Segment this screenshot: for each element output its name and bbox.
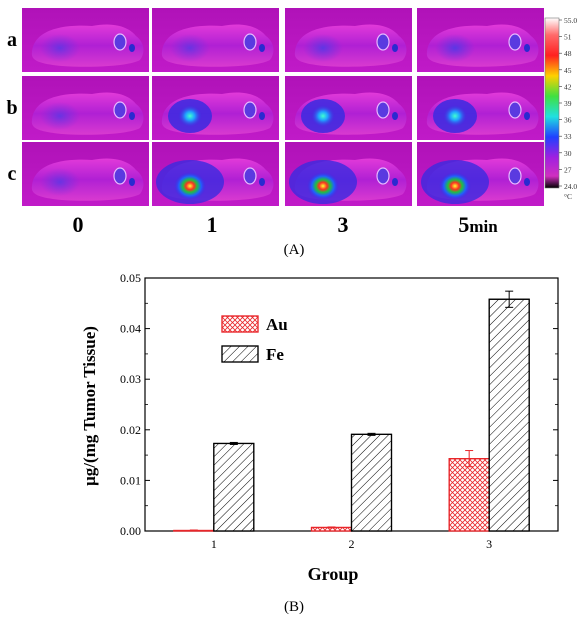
legend-label-fe: Fe bbox=[266, 345, 284, 364]
y-axis-label: μg/(mg Tumor Tissue) bbox=[80, 326, 99, 486]
temperature-colorbar: 55.0 51 48 45 42 39 36 33 30 27 24.0°C bbox=[544, 16, 577, 201]
y-tick-label: 0.03 bbox=[120, 372, 141, 386]
y-tick-label: 0.04 bbox=[120, 322, 141, 336]
colorbar-tick-label: 48 bbox=[564, 49, 572, 58]
caption-a: (A) bbox=[284, 242, 305, 258]
thermal-image bbox=[152, 76, 279, 140]
thermal-image bbox=[285, 8, 412, 72]
legend: Au Fe bbox=[221, 315, 288, 364]
thermal-image bbox=[22, 76, 149, 140]
y-tick-label: 0.02 bbox=[120, 423, 141, 437]
error-bar bbox=[327, 526, 336, 529]
thermal-image bbox=[152, 8, 279, 72]
colorbar-tick-label: 45 bbox=[564, 66, 572, 75]
thermal-image bbox=[22, 8, 149, 72]
x-tick-label: 1 bbox=[211, 537, 217, 551]
colorbar-tick-label: 24.0 bbox=[564, 182, 577, 191]
error-bar bbox=[465, 450, 474, 468]
x-axis-label: Group bbox=[308, 564, 359, 584]
error-bar bbox=[505, 290, 514, 308]
thermal-image bbox=[152, 142, 279, 206]
thermal-image-panel: a b c bbox=[6, 8, 544, 206]
time-unit: min bbox=[469, 217, 498, 236]
bar-hatch bbox=[488, 298, 530, 532]
thermal-image bbox=[22, 142, 149, 206]
thermal-image bbox=[417, 76, 544, 140]
time-labels: 0 1 3 5min bbox=[73, 212, 499, 237]
colorbar-tick-label: 39 bbox=[564, 99, 572, 108]
colorbar-tick-label: 51 bbox=[564, 33, 572, 42]
y-tick-label: 0.01 bbox=[120, 473, 141, 487]
colorbar-tick-label: 33 bbox=[564, 132, 572, 141]
colorbar-tick-label: 42 bbox=[564, 82, 572, 91]
colorbar-tick-label: 55.0 bbox=[564, 16, 577, 25]
x-tick-label: 3 bbox=[486, 537, 492, 551]
thermal-image bbox=[285, 76, 412, 140]
thermal-image bbox=[417, 8, 544, 72]
caption-b: (B) bbox=[284, 599, 304, 615]
colorbar-tick-label: 36 bbox=[564, 116, 572, 125]
bar-hatch bbox=[350, 433, 393, 532]
time-label: 5min bbox=[458, 212, 498, 237]
colorbar-tick-label: 27 bbox=[564, 165, 572, 174]
row-label-b: b bbox=[6, 97, 17, 119]
time-label: 1 bbox=[207, 212, 218, 237]
error-bar bbox=[189, 529, 198, 532]
bar-chart: 0.00 0.01 0.02 0.03 0.04 0.05 1 2 3 Au Fe μg/(mg… bbox=[80, 271, 559, 584]
legend-label-au: Au bbox=[266, 315, 288, 334]
y-tick-label: 0.00 bbox=[120, 524, 141, 538]
row-label-a: a bbox=[7, 29, 17, 51]
colorbar-tick-label: 30 bbox=[564, 149, 572, 158]
y-tick-label: 0.05 bbox=[120, 271, 141, 285]
time-label: 0 bbox=[73, 212, 84, 237]
x-tick-label: 2 bbox=[349, 537, 355, 551]
bar-hatch bbox=[213, 442, 255, 532]
colorbar-unit: °C bbox=[564, 192, 572, 201]
thermal-image bbox=[285, 142, 412, 206]
thermal-image bbox=[417, 142, 544, 206]
bar-hatch bbox=[448, 458, 490, 532]
row-label-c: c bbox=[8, 163, 17, 185]
error-bar bbox=[367, 432, 376, 436]
time-label: 3 bbox=[338, 212, 349, 237]
error-bar bbox=[229, 441, 238, 445]
